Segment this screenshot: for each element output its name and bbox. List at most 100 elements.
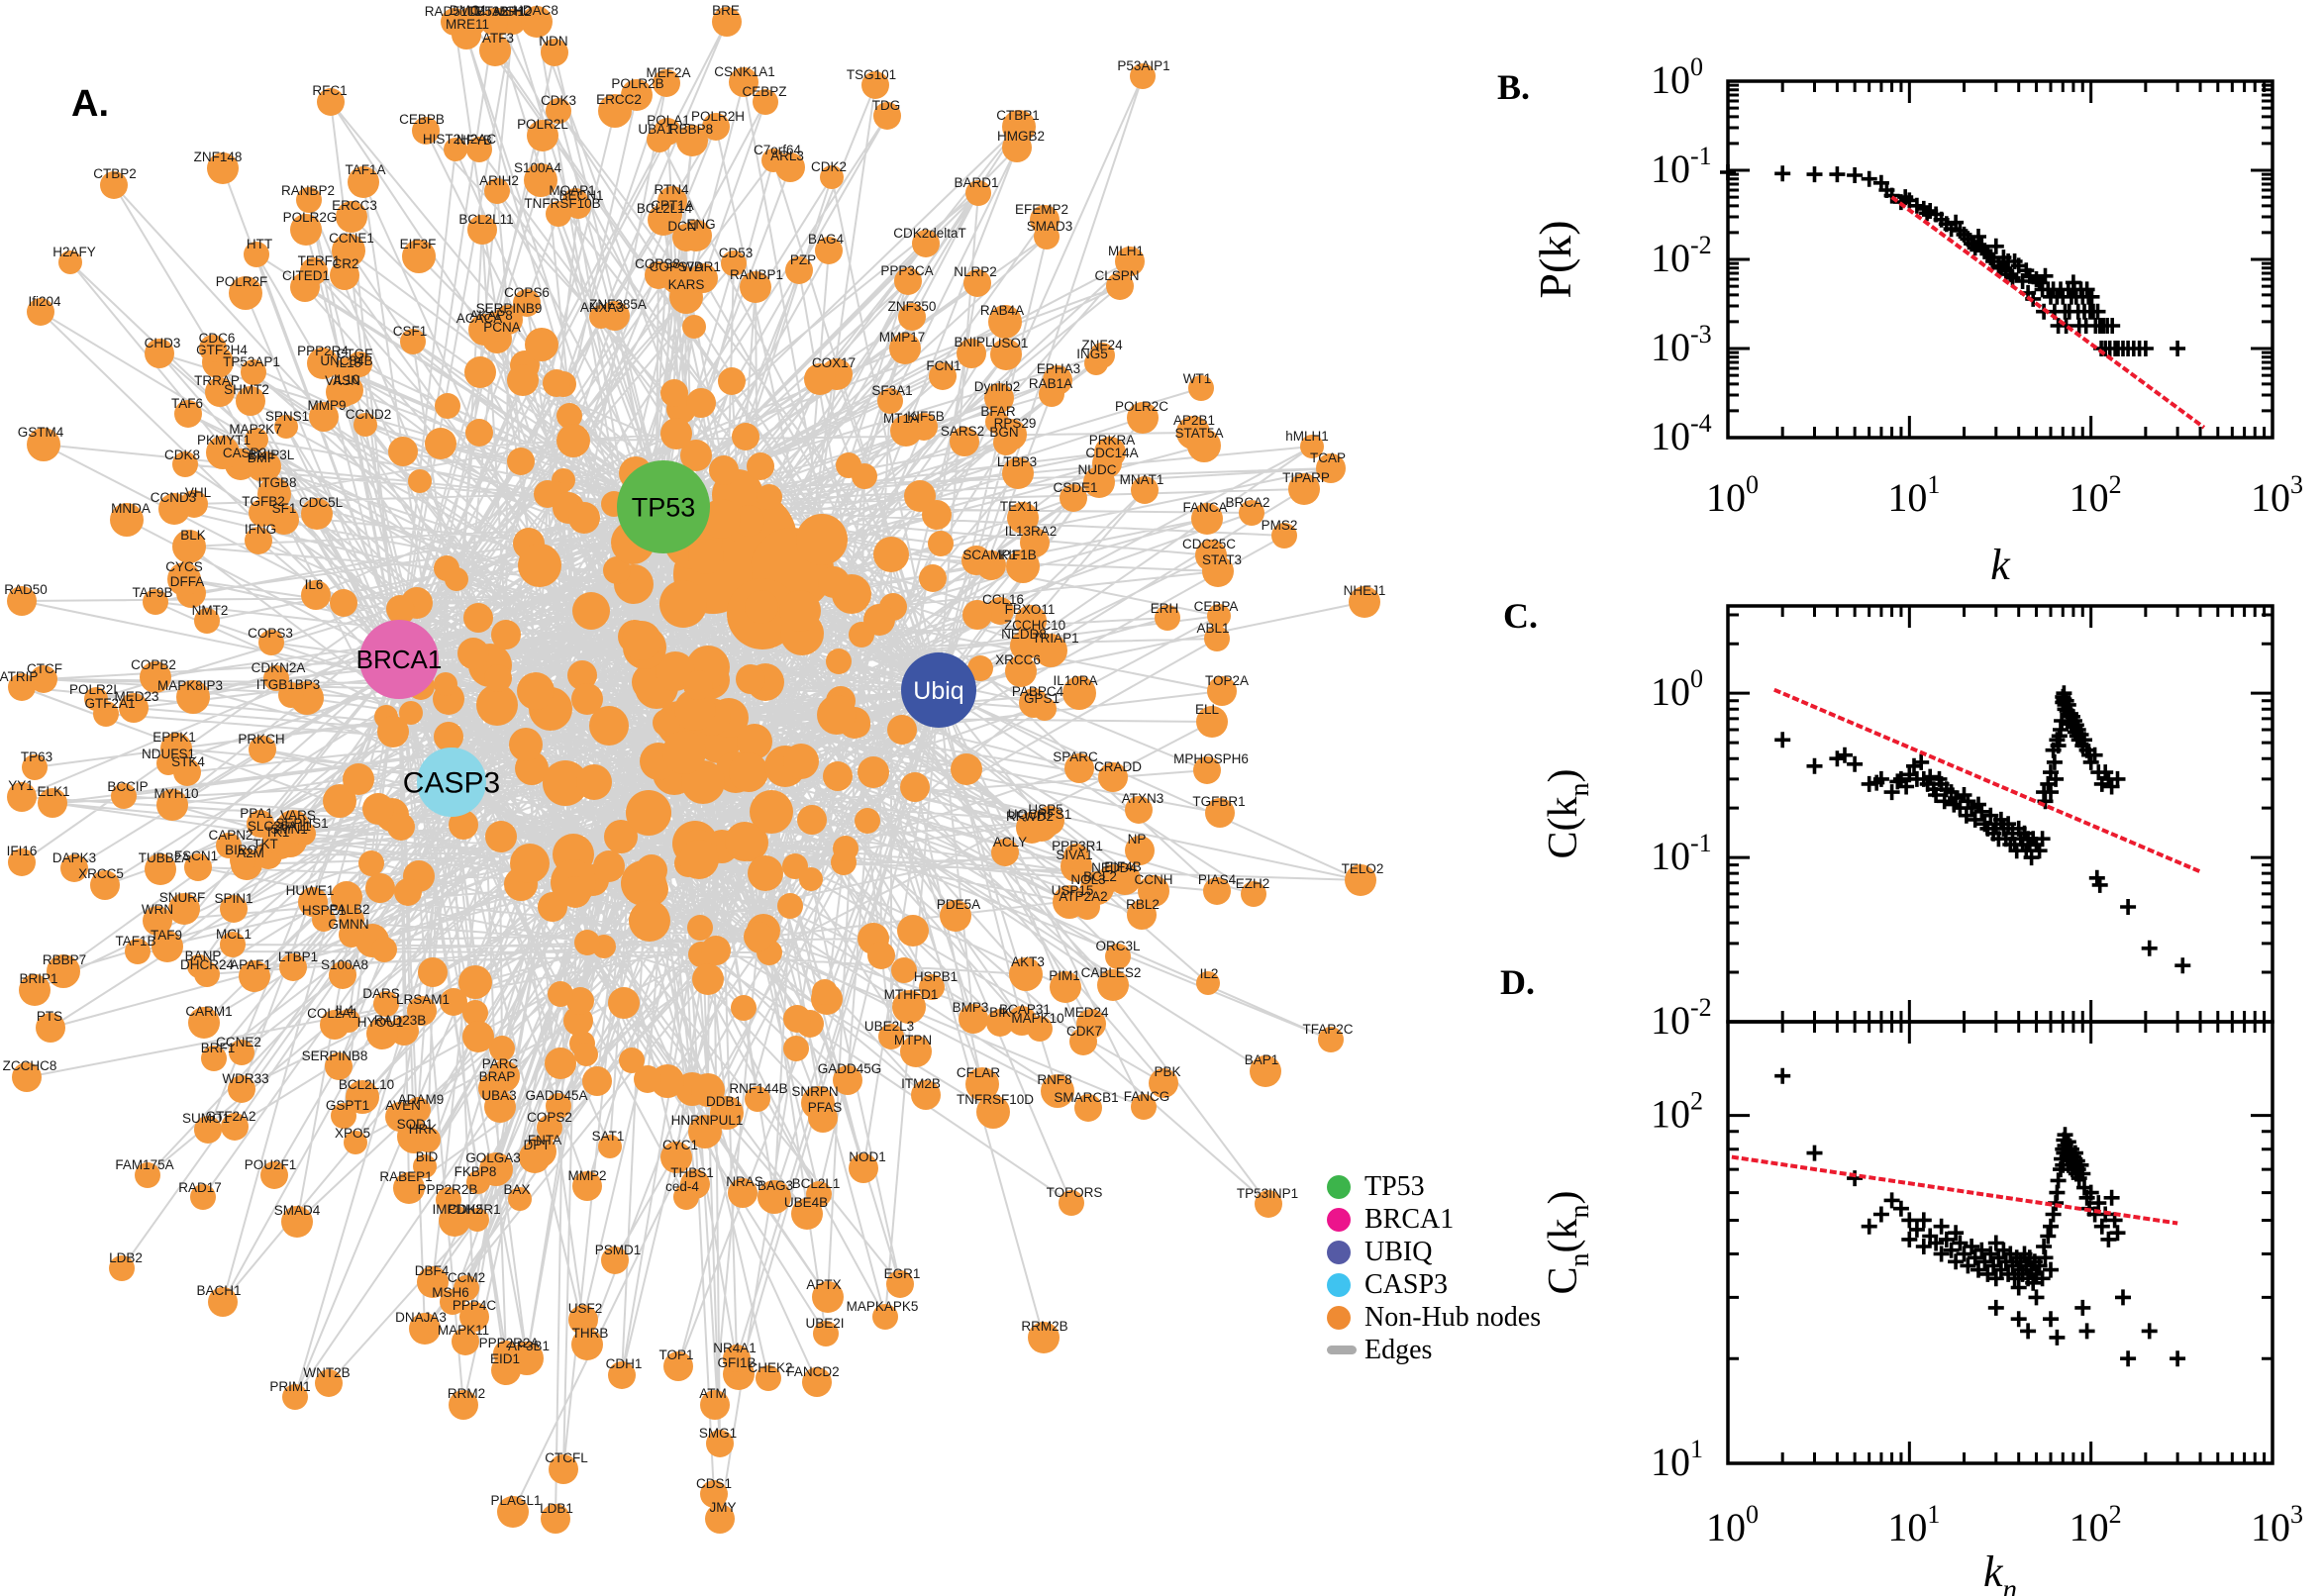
network-node-label: BID bbox=[416, 1149, 439, 1164]
network-node bbox=[833, 1065, 862, 1095]
network-node-label: TELO2 bbox=[1342, 861, 1384, 876]
network-node bbox=[929, 362, 957, 390]
network-node bbox=[1002, 110, 1036, 144]
network-node-label: WT1 bbox=[1183, 371, 1212, 386]
network-node-label: SERPINB9 bbox=[476, 301, 543, 316]
network-node-label: ITGB8 bbox=[257, 475, 296, 490]
network-node bbox=[582, 1066, 612, 1096]
network-node bbox=[1034, 224, 1060, 249]
legend-label: Edges bbox=[1364, 1334, 1433, 1365]
y-tick-label: 10-3 bbox=[1651, 320, 1712, 369]
network-node-label: RBL2 bbox=[1126, 897, 1160, 912]
network-node bbox=[1207, 604, 1231, 628]
network-node bbox=[546, 201, 571, 227]
network-node-label: BCCIP bbox=[107, 779, 148, 794]
network-node-label: PRIM1 bbox=[269, 1379, 310, 1394]
network-node bbox=[826, 648, 852, 674]
network-node-label: BCL2L1 bbox=[792, 1176, 841, 1191]
network-node bbox=[100, 171, 128, 199]
network-node bbox=[7, 782, 37, 812]
network-node bbox=[700, 1390, 730, 1420]
network-node bbox=[1300, 435, 1324, 458]
network-node bbox=[736, 664, 765, 694]
network-node bbox=[890, 415, 922, 447]
network-node-label: S100A8 bbox=[321, 957, 368, 972]
network-node bbox=[408, 469, 432, 493]
network-node-label: DDB1 bbox=[706, 1094, 742, 1109]
network-node-label: ERCC2 bbox=[596, 92, 642, 107]
hub-node-casp3: CASP3 bbox=[403, 748, 500, 817]
network-node bbox=[199, 335, 227, 362]
network-node bbox=[466, 137, 492, 162]
network-node bbox=[802, 1367, 832, 1397]
network-node-label: NUDC bbox=[1078, 462, 1117, 477]
network-node bbox=[282, 1384, 308, 1410]
network-node-label: CRADD bbox=[1094, 759, 1142, 774]
network-node bbox=[7, 586, 37, 616]
network-node-label: CDKN2A bbox=[252, 660, 306, 675]
network-node-label: CDC25C bbox=[1182, 537, 1236, 551]
legend-item-casp3: CASP3 bbox=[1327, 1268, 1541, 1301]
network-node bbox=[1033, 697, 1057, 721]
network-node-label: YY1 bbox=[8, 778, 34, 793]
network-node-label: SUMO1 bbox=[182, 1111, 230, 1126]
network-node bbox=[1059, 1190, 1084, 1216]
network-node-label: COX17 bbox=[812, 355, 856, 370]
network-node-label: ZNF148 bbox=[194, 150, 243, 164]
network-node-label: TAF6 bbox=[171, 396, 203, 411]
network-node bbox=[710, 1096, 744, 1130]
network-node bbox=[706, 1430, 734, 1457]
network-node bbox=[1125, 836, 1155, 865]
network-node-label: GOLGA3 bbox=[465, 1150, 521, 1165]
network-node-label: BAG4 bbox=[808, 232, 845, 247]
network-node-label: LDB2 bbox=[109, 1250, 143, 1265]
network-node-label: VHL bbox=[185, 485, 212, 500]
network-node-label: TCAP bbox=[1310, 450, 1346, 465]
network-node bbox=[1130, 63, 1156, 89]
network-node-label: TP53BP1 bbox=[467, 4, 525, 19]
network-node bbox=[205, 377, 235, 407]
network-node bbox=[537, 1115, 562, 1141]
network-node-label: LTBP1 bbox=[278, 949, 318, 964]
network-node bbox=[440, 988, 467, 1016]
network-node bbox=[733, 505, 764, 537]
network-node bbox=[574, 930, 600, 955]
network-node bbox=[145, 853, 176, 885]
network-node bbox=[22, 754, 48, 780]
network-node-label: PDE5A bbox=[937, 897, 980, 912]
network-node-label: CTBP1 bbox=[996, 108, 1040, 123]
network-node-label: HNRNPUL1 bbox=[671, 1113, 744, 1128]
network-node-label: EPHA3 bbox=[1037, 361, 1080, 376]
network-node bbox=[220, 895, 248, 923]
network-node bbox=[245, 527, 272, 554]
network-node bbox=[1092, 449, 1122, 478]
network-node bbox=[452, 1328, 479, 1355]
network-node bbox=[686, 388, 716, 418]
network-node bbox=[656, 202, 682, 228]
network-node bbox=[417, 1266, 449, 1298]
network-node-label: TSG101 bbox=[847, 67, 896, 82]
network-node bbox=[662, 731, 706, 774]
network-node bbox=[348, 166, 379, 198]
network-node bbox=[911, 1080, 941, 1110]
network-node bbox=[323, 784, 356, 818]
network-node bbox=[1106, 272, 1134, 300]
network-node-label: CHEK2 bbox=[748, 1360, 792, 1375]
network-node-label: DFFA bbox=[170, 574, 205, 589]
network-node-label: BRE bbox=[712, 3, 740, 18]
network-node bbox=[463, 603, 493, 633]
network-node-label: MAPKAPK5 bbox=[847, 1299, 919, 1314]
network-node bbox=[721, 250, 747, 276]
network-node bbox=[462, 1021, 494, 1052]
network-node bbox=[812, 1281, 844, 1313]
network-node bbox=[1138, 875, 1169, 907]
brca1-dot-icon bbox=[1327, 1207, 1351, 1232]
network-node bbox=[337, 1009, 360, 1033]
network-node-label: IL18 bbox=[336, 355, 361, 370]
network-node-label: BFAR bbox=[980, 404, 1016, 419]
network-node bbox=[676, 125, 708, 156]
network-node bbox=[1060, 484, 1087, 512]
network-node bbox=[221, 1113, 249, 1141]
